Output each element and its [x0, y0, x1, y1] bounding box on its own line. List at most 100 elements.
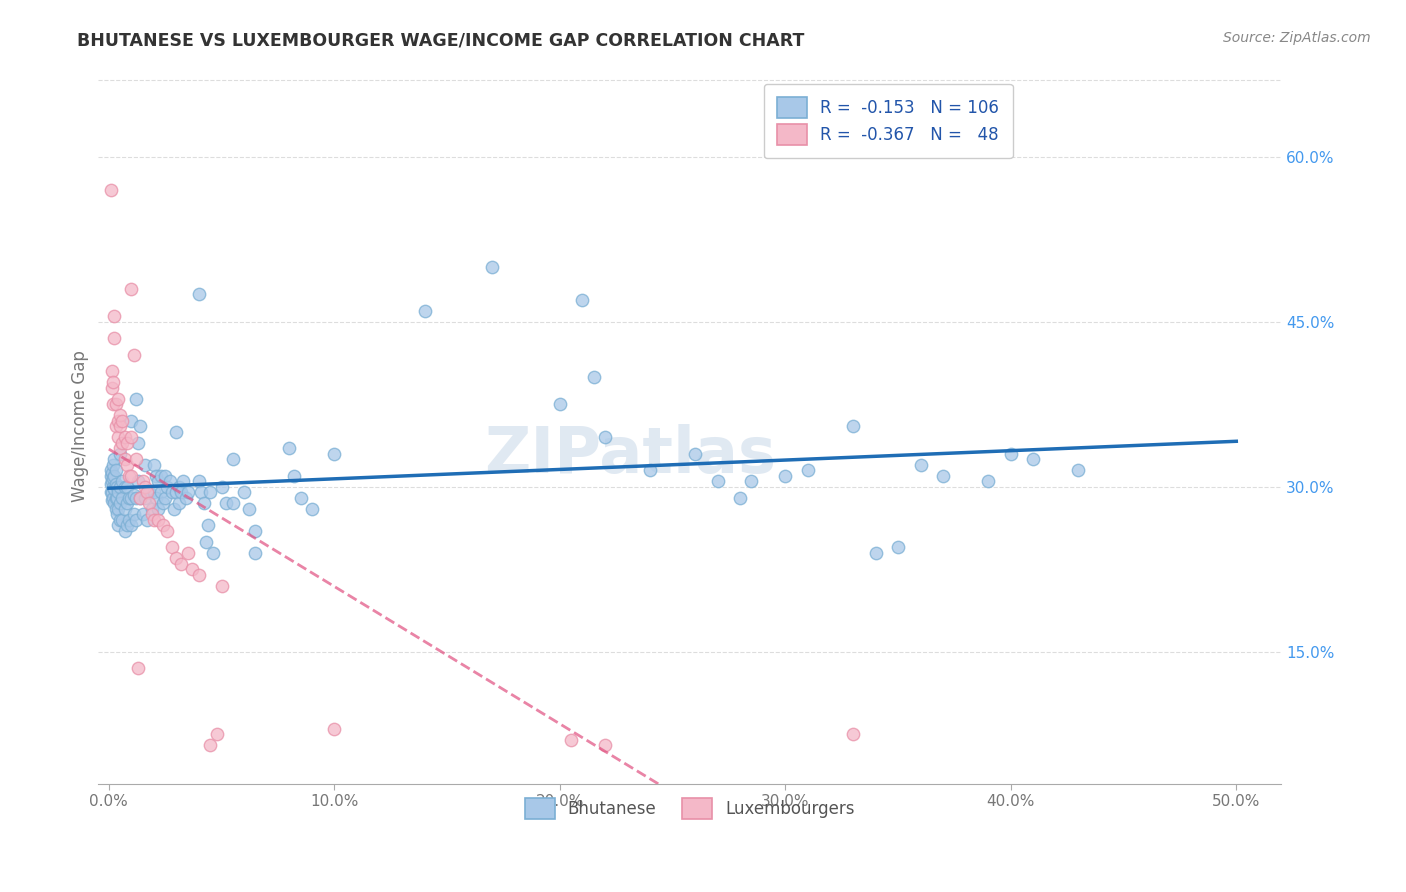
Point: [134, 480, 156, 494]
Point: [205, 727, 228, 741]
Point: [977, 474, 1000, 488]
Point: [120, 430, 142, 444]
Point: [197, 518, 219, 533]
Point: [141, 507, 163, 521]
Point: [211, 579, 233, 593]
Point: [571, 293, 593, 307]
Text: ZIPatlas: ZIPatlas: [484, 424, 776, 486]
Point: [100, 463, 122, 477]
Point: [638, 463, 661, 477]
Point: [101, 467, 124, 481]
Point: [136, 513, 159, 527]
Point: [166, 551, 188, 566]
Point: [103, 375, 125, 389]
Point: [201, 546, 224, 560]
Point: [108, 447, 131, 461]
Point: [155, 491, 177, 505]
Point: [238, 501, 260, 516]
Point: [108, 513, 131, 527]
Point: [245, 546, 267, 560]
Point: [107, 430, 129, 444]
Point: [222, 452, 245, 467]
Point: [181, 562, 204, 576]
Point: [103, 491, 125, 505]
Point: [118, 468, 141, 483]
Point: [122, 507, 145, 521]
Point: [148, 501, 170, 516]
Point: [103, 496, 125, 510]
Point: [105, 507, 128, 521]
Point: [1067, 463, 1090, 477]
Point: [129, 491, 152, 505]
Point: [200, 485, 222, 500]
Point: [593, 430, 616, 444]
Point: [101, 485, 124, 500]
Point: [148, 513, 170, 527]
Point: [104, 491, 127, 505]
Point: [114, 430, 136, 444]
Point: [107, 414, 129, 428]
Point: [108, 441, 131, 455]
Point: [190, 485, 212, 500]
Point: [548, 397, 571, 411]
Point: [103, 331, 125, 345]
Point: [134, 491, 156, 505]
Point: [103, 468, 125, 483]
Point: [120, 468, 142, 483]
Point: [101, 492, 124, 507]
Point: [115, 435, 138, 450]
Point: [114, 524, 136, 538]
Point: [156, 524, 179, 538]
Point: [127, 474, 149, 488]
Point: [560, 732, 582, 747]
Point: [194, 534, 217, 549]
Point: [172, 474, 194, 488]
Point: [481, 260, 503, 274]
Point: [103, 452, 125, 467]
Point: [174, 491, 197, 505]
Point: [932, 468, 955, 483]
Point: [141, 501, 163, 516]
Point: [211, 480, 233, 494]
Point: [193, 496, 215, 510]
Point: [160, 540, 183, 554]
Point: [103, 482, 125, 496]
Point: [582, 369, 605, 384]
Point: [138, 496, 160, 510]
Point: [842, 419, 865, 434]
Point: [177, 485, 200, 500]
Point: [107, 518, 129, 533]
Point: [145, 468, 167, 483]
Point: [160, 485, 183, 500]
Point: [1000, 447, 1022, 461]
Point: [887, 540, 910, 554]
Point: [111, 435, 134, 450]
Point: [107, 485, 129, 500]
Point: [125, 452, 148, 467]
Point: [108, 480, 131, 494]
Point: [111, 513, 134, 527]
Point: [103, 471, 125, 485]
Point: [170, 557, 193, 571]
Point: [100, 477, 122, 491]
Point: [120, 414, 142, 428]
Point: [104, 463, 127, 477]
Point: [149, 485, 172, 500]
Point: [114, 480, 136, 494]
Point: [105, 491, 128, 505]
Point: [127, 435, 149, 450]
Point: [111, 474, 134, 488]
Point: [111, 491, 134, 505]
Point: [100, 485, 122, 500]
Point: [166, 485, 188, 500]
Point: [706, 474, 728, 488]
Point: [163, 501, 186, 516]
Text: Source: ZipAtlas.com: Source: ZipAtlas.com: [1223, 31, 1371, 45]
Point: [101, 381, 124, 395]
Point: [104, 397, 127, 411]
Point: [865, 546, 887, 560]
Point: [283, 468, 305, 483]
Point: [115, 458, 138, 472]
Point: [103, 309, 125, 323]
Point: [142, 513, 165, 527]
